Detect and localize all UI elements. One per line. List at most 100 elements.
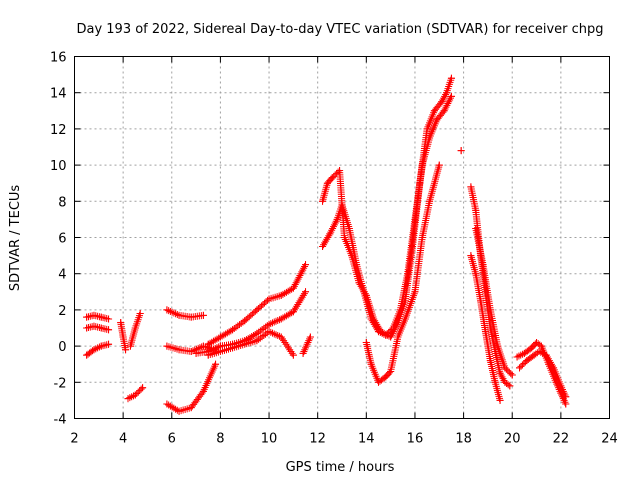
data-point bbox=[340, 234, 348, 241]
data-point bbox=[426, 197, 434, 205]
plot-frame bbox=[74, 56, 610, 419]
series-trace-22 bbox=[516, 348, 570, 401]
data-point bbox=[467, 252, 475, 260]
data-point bbox=[289, 351, 297, 359]
data-point bbox=[97, 324, 105, 332]
series-trace-1 bbox=[83, 311, 113, 323]
data-point bbox=[411, 215, 419, 223]
data-point bbox=[533, 338, 541, 346]
data-point bbox=[496, 369, 504, 377]
data-point bbox=[83, 351, 91, 359]
data-point bbox=[216, 333, 224, 341]
data-point bbox=[396, 306, 404, 314]
y-tick-label: -4 bbox=[54, 413, 67, 428]
data-point bbox=[83, 313, 91, 321]
data-point bbox=[338, 201, 346, 209]
data-point bbox=[404, 270, 412, 278]
data-points bbox=[83, 74, 570, 415]
x-tick-label: 10 bbox=[261, 432, 278, 447]
data-point bbox=[119, 333, 127, 341]
data-marker-trace bbox=[163, 306, 207, 321]
data-point bbox=[105, 326, 113, 334]
data-point bbox=[83, 324, 91, 332]
y-axis-label: SDTVAR / TECUs bbox=[8, 185, 23, 292]
data-point bbox=[175, 407, 183, 415]
x-tick-label: 22 bbox=[553, 432, 570, 447]
data-point bbox=[486, 306, 494, 314]
data-point bbox=[550, 364, 558, 372]
x-tick-label: 2 bbox=[70, 432, 78, 447]
data-point bbox=[302, 261, 310, 269]
data-point bbox=[435, 161, 443, 169]
series-trace-20 bbox=[472, 224, 516, 379]
data-point bbox=[117, 319, 125, 327]
chart-title: Day 193 of 2022, Sidereal Day-to-day VTE… bbox=[76, 22, 603, 37]
series-trace-3 bbox=[83, 340, 113, 359]
x-tick-label: 12 bbox=[309, 432, 326, 447]
y-tick-label: 16 bbox=[50, 51, 67, 66]
data-point bbox=[491, 378, 499, 386]
data-point bbox=[253, 337, 261, 345]
data-point bbox=[467, 183, 475, 191]
data-point bbox=[401, 315, 409, 323]
data-point bbox=[265, 295, 273, 303]
data-marker-trace bbox=[83, 340, 113, 359]
data-point bbox=[97, 342, 105, 350]
data-point bbox=[418, 161, 426, 169]
data-point bbox=[175, 311, 183, 319]
data-point bbox=[199, 342, 207, 350]
data-point bbox=[97, 313, 105, 321]
data-point bbox=[382, 331, 390, 339]
x-tick-label: 18 bbox=[455, 432, 472, 447]
data-point bbox=[367, 315, 375, 323]
data-point bbox=[105, 340, 113, 348]
data-point bbox=[326, 230, 334, 238]
data-point bbox=[229, 344, 237, 352]
x-tick-label: 20 bbox=[504, 432, 521, 447]
data-point bbox=[277, 315, 285, 323]
data-point bbox=[187, 313, 195, 321]
data-point bbox=[299, 349, 307, 357]
data-point bbox=[353, 261, 361, 269]
data-point bbox=[204, 351, 212, 359]
series-trace-13 bbox=[299, 333, 314, 357]
series-trace-9 bbox=[163, 360, 220, 415]
data-point bbox=[265, 320, 273, 328]
data-point bbox=[323, 179, 331, 187]
data-point bbox=[136, 310, 144, 318]
y-tick-label: 8 bbox=[58, 195, 66, 210]
data-point bbox=[477, 297, 485, 305]
data-point bbox=[163, 306, 171, 314]
series-trace-11 bbox=[192, 288, 310, 357]
data-point bbox=[192, 349, 200, 357]
data-point bbox=[508, 371, 516, 379]
data-point bbox=[389, 324, 397, 332]
data-point bbox=[374, 378, 382, 386]
data-point bbox=[163, 342, 171, 350]
series-trace-4 bbox=[117, 319, 130, 354]
y-tick-labels: -4 -2 0 2 4 6 8 10 12 14 16 bbox=[50, 51, 67, 428]
data-point bbox=[530, 351, 538, 359]
data-point bbox=[333, 215, 341, 223]
data-point bbox=[516, 364, 524, 372]
x-tick-label: 8 bbox=[216, 432, 224, 447]
data-point bbox=[472, 224, 480, 232]
data-point bbox=[528, 344, 536, 352]
data-point bbox=[447, 92, 455, 100]
data-point bbox=[122, 346, 130, 354]
data-point bbox=[90, 346, 98, 354]
x-tick-label: 6 bbox=[168, 432, 176, 447]
y-tick-label: 4 bbox=[58, 268, 66, 283]
y-tick-label: 14 bbox=[50, 87, 67, 102]
x-tick-labels: 2 4 6 8 10 12 14 16 18 20 22 24 bbox=[70, 432, 617, 447]
series-trace-7 bbox=[163, 306, 207, 321]
data-point bbox=[319, 197, 327, 205]
data-point bbox=[302, 288, 310, 296]
data-point bbox=[537, 342, 545, 350]
data-point bbox=[496, 396, 504, 404]
data-point bbox=[306, 333, 314, 341]
data-point bbox=[265, 328, 273, 336]
data-point bbox=[319, 243, 327, 251]
data-point bbox=[523, 357, 531, 365]
data-point bbox=[328, 174, 336, 182]
